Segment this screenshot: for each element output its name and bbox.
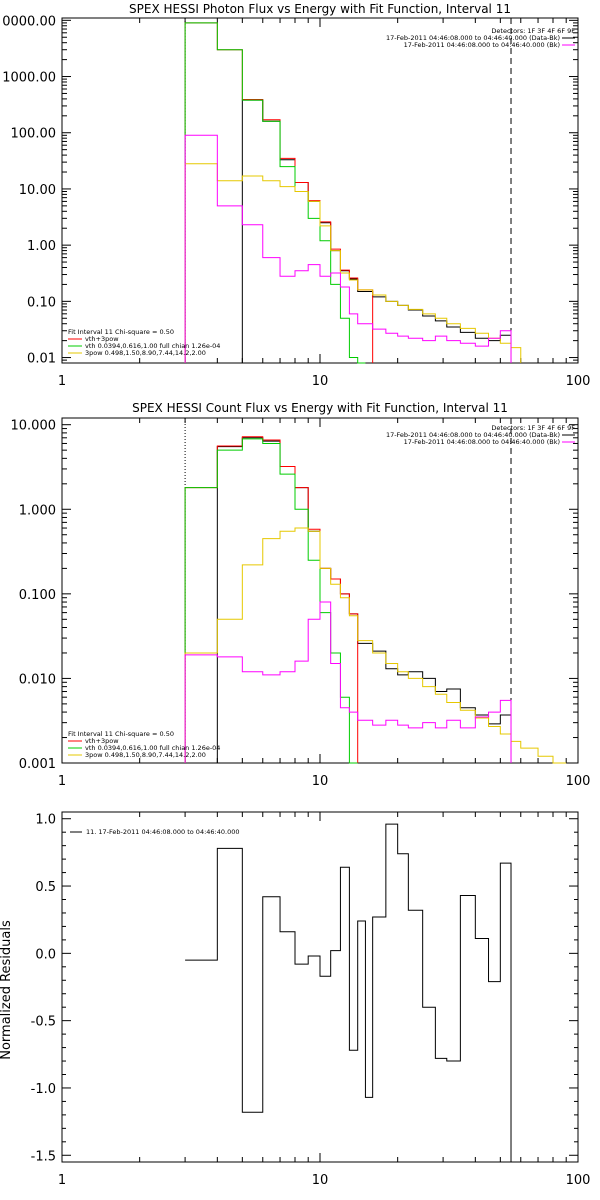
count-notes: Detectors: 1F 3F 4F 6F 9F 17-Feb-2011 04…	[386, 424, 575, 446]
photon-flux-panel: SPEX HESSI Photon Flux vs Energy with Fi…	[2, 2, 590, 389]
count-legend-label-1: vth 0.0394,0.616,1.00 full chian 1.26e-0…	[85, 744, 220, 752]
y-tick-label: -1.0	[31, 1082, 56, 1097]
y-tick-label: 0.5	[35, 880, 56, 895]
photon-data-bk-note: 17-Feb-2011 04:46:08.000 to 04:46:40.000…	[386, 34, 560, 42]
count-legend-label-2: 3pow 0.498,1.50,8.90,7.44,14.2,2.00	[85, 751, 206, 759]
count-legend-label-0: vth+3pow	[85, 737, 119, 745]
x-tick-label: 1	[58, 774, 66, 789]
photon-legend-label-0: vth+3pow	[85, 335, 119, 343]
count-axis-ticks: 1 10 100 0.001 0.010 0.100 1.000 10.000	[11, 418, 591, 789]
photon-series-group	[184, 18, 522, 364]
x-tick-label: 10	[312, 1173, 329, 1188]
residuals-series-group	[185, 823, 512, 1162]
photon-bk-note: 17-Feb-2011 04:46:08.000 to 04:46:40.000…	[404, 41, 560, 49]
series-line-3	[184, 163, 522, 363]
series-line-3	[184, 527, 567, 764]
x-tick-label: 10	[312, 374, 329, 389]
y-tick-label: 0.100	[19, 588, 56, 603]
x-tick-label: 100	[566, 1173, 591, 1188]
photon-legend: Fit Interval 11 Chi-square = 0.50 vth+3p…	[68, 328, 220, 357]
residuals-axis-ticks: 1 10 100 -1.5 -1.0 -0.5 0.0 0.5 1.0	[31, 812, 591, 1188]
y-tick-label: 1.00	[27, 239, 56, 254]
y-tick-label: 0.01	[27, 352, 56, 367]
count-chart-title: SPEX HESSI Count Flux vs Energy with Fit…	[132, 401, 508, 415]
x-tick-label: 10	[312, 774, 329, 789]
count-series-group	[184, 418, 567, 764]
series-line-4	[184, 601, 512, 763]
x-tick-label: 100	[566, 374, 591, 389]
y-tick-label: 100.00	[11, 127, 57, 142]
series-line-0	[241, 99, 512, 363]
photon-plot-frame	[61, 17, 579, 364]
y-tick-label: 10.000	[11, 419, 57, 434]
series-line-1	[184, 22, 374, 363]
series-line-2	[184, 22, 366, 364]
x-tick-label: 1	[58, 374, 66, 389]
count-flux-panel: SPEX HESSI Count Flux vs Energy with Fit…	[11, 401, 591, 789]
x-tick-label: 1	[58, 1173, 66, 1188]
x-tick-label: 100	[566, 774, 591, 789]
photon-detectors-note: Detectors: 1F 3F 4F 6F 9F	[491, 27, 575, 35]
photon-chart-title: SPEX HESSI Photon Flux vs Energy with Fi…	[129, 2, 511, 16]
photon-axis-ticks: 1 10 100 0.01 0.10 1.00 10.00 100.00 1000.00 0000…	[2, 14, 590, 389]
y-tick-label: 0.0	[35, 947, 56, 962]
y-tick-label: 0000.00	[2, 14, 56, 29]
series-line-4	[184, 134, 512, 363]
count-bk-note: 17-Feb-2011 04:46:08.000 to 04:46:40.000…	[404, 438, 560, 446]
residuals-legend-label: 11. 17-Feb-2011 04:46:08.000 to 04:46:40…	[86, 828, 239, 836]
photon-legend-label-1: vth 0.0394,0.616,1.00 full chian 1.26e-0…	[85, 342, 220, 350]
series-line-0	[185, 823, 512, 1162]
y-tick-label: 0.010	[19, 672, 56, 687]
y-tick-label: 1000.00	[2, 71, 56, 86]
y-tick-label: -0.5	[31, 1015, 56, 1030]
series-line-0	[216, 437, 512, 763]
series-line-2	[184, 438, 358, 764]
count-data-bk-note: 17-Feb-2011 04:46:08.000 to 04:46:40.000…	[386, 431, 560, 439]
y-tick-label: 1.000	[19, 503, 56, 518]
photon-legend-label-2: 3pow 0.498,1.50,8.90,7.44,14.2,2.00	[85, 349, 206, 357]
y-tick-label: 0.10	[27, 295, 56, 310]
y-tick-label: 0.001	[19, 757, 56, 772]
y-tick-label: 10.00	[19, 183, 56, 198]
y-tick-label: 1.0	[35, 813, 56, 828]
residuals-y-axis-label: Normalized Residuals	[0, 920, 14, 1060]
count-detectors-note: Detectors: 1F 3F 4F 6F 9F	[491, 424, 575, 432]
count-legend: Fit Interval 11 Chi-square = 0.50 vth+3p…	[68, 730, 220, 759]
residuals-legend: 11. 17-Feb-2011 04:46:08.000 to 04:46:40…	[70, 828, 239, 836]
photon-legend-header: Fit Interval 11 Chi-square = 0.50	[68, 328, 174, 336]
photon-notes: Detectors: 1F 3F 4F 6F 9F 17-Feb-2011 04…	[386, 27, 575, 49]
series-line-1	[184, 436, 359, 763]
y-tick-label: -1.5	[31, 1149, 56, 1164]
count-legend-header: Fit Interval 11 Chi-square = 0.50	[68, 730, 174, 738]
residuals-panel: 1 10 100 -1.5 -1.0 -0.5 0.0 0.5 1.0 Normalized R…	[0, 811, 591, 1188]
